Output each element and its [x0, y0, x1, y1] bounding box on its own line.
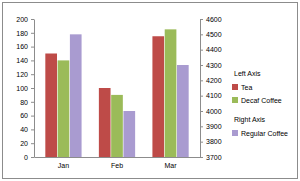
- tick: Feb: [111, 157, 123, 169]
- chart-frame: [3, 3, 298, 179]
- tick-mark: [31, 88, 34, 89]
- bars: [45, 29, 188, 157]
- chart: 0 20 40 60 80 100 120 140 160 180 200 3700 3800 3900 4…: [0, 0, 300, 181]
- tick: 4500: [200, 31, 222, 38]
- tick: 4200: [200, 77, 222, 84]
- legend-label: Decaf Coffee: [241, 97, 282, 104]
- tick-mark: [31, 33, 34, 34]
- tick-label: 4100: [206, 92, 222, 99]
- tick-label: 4200: [206, 77, 222, 84]
- tick: 4300: [200, 62, 222, 69]
- tick-label: 60: [20, 112, 28, 119]
- tick-mark: [200, 142, 203, 143]
- tick-mark: [200, 96, 203, 97]
- legend-swatch: [232, 97, 238, 103]
- bar: [45, 54, 57, 158]
- tick-label: 3800: [206, 138, 222, 145]
- legend-label: Tea: [241, 84, 252, 91]
- legend-heading: Right Axis: [234, 116, 266, 124]
- tick-label: 200: [16, 16, 28, 23]
- tick: Mar: [165, 157, 178, 169]
- bar: [152, 36, 164, 157]
- tick: 4400: [200, 46, 222, 53]
- bar: [111, 95, 123, 157]
- tick: 160: [16, 43, 34, 50]
- bar: [70, 34, 82, 157]
- bar: [123, 111, 135, 157]
- tick-mark: [200, 111, 203, 112]
- tick-label: 4600: [206, 16, 222, 23]
- legend-label: Regular Coffee: [241, 130, 288, 138]
- tick: 80: [20, 99, 34, 106]
- tick: 200: [16, 16, 34, 23]
- tick-label: 120: [16, 71, 28, 78]
- bar: [58, 60, 70, 157]
- tick-mark: [200, 19, 203, 20]
- legend: Left Axis Tea Decaf Coffee Right Axis Regula…: [232, 70, 288, 138]
- tick-label: 140: [16, 57, 28, 64]
- tick: Jan: [58, 157, 69, 169]
- tick-label: 4300: [206, 62, 222, 69]
- tick: 4100: [200, 92, 222, 99]
- tick: 0: [24, 154, 34, 161]
- tick-mark: [31, 47, 34, 48]
- tick-mark: [200, 65, 203, 66]
- tick-label: 80: [20, 99, 28, 106]
- bar: [177, 65, 189, 157]
- tick-mark: [31, 143, 34, 144]
- tick-label: 4400: [206, 46, 222, 53]
- tick-label: Feb: [111, 162, 123, 169]
- tick-mark: [200, 34, 203, 35]
- tick: 4000: [200, 108, 222, 115]
- bar: [165, 29, 177, 157]
- x-axis: Jan Feb Mar: [35, 157, 201, 169]
- tick-label: 180: [16, 30, 28, 37]
- bar: [99, 88, 111, 157]
- tick: 120: [16, 71, 34, 78]
- tick-mark: [31, 74, 34, 75]
- tick-label: 160: [16, 43, 28, 50]
- tick-mark: [31, 19, 34, 20]
- tick: 180: [16, 30, 34, 37]
- tick-label: 0: [24, 154, 28, 161]
- legend-swatch: [232, 84, 238, 90]
- tick-mark: [200, 80, 203, 81]
- tick: 40: [20, 126, 34, 133]
- tick-label: 3900: [206, 123, 222, 130]
- tick: 3700: [200, 154, 222, 161]
- tick-label: 100: [16, 85, 28, 92]
- y2-axis: 3700 3800 3900 4000 4100 4200 4300 4400 4500 4600: [200, 16, 222, 161]
- tick: 140: [16, 57, 34, 64]
- axis-line: [200, 20, 201, 158]
- tick: 4600: [200, 16, 222, 23]
- tick-label: Jan: [58, 162, 69, 169]
- tick-mark: [200, 126, 203, 127]
- tick: 20: [20, 140, 34, 147]
- tick-mark: [31, 102, 34, 103]
- tick-mark: [31, 157, 34, 158]
- axis-line: [34, 20, 35, 158]
- tick-mark: [200, 50, 203, 51]
- axis-line: [35, 157, 201, 158]
- tick: 60: [20, 112, 34, 119]
- y-axis: 0 20 40 60 80 100 120 140 160 180 200: [16, 16, 34, 161]
- tick: 3800: [200, 138, 222, 145]
- legend-swatch: [232, 130, 238, 136]
- tick: 3900: [200, 123, 222, 130]
- tick-label: 4000: [206, 108, 222, 115]
- tick-mark: [31, 116, 34, 117]
- tick-label: 3700: [206, 154, 222, 161]
- tick-label: 20: [20, 140, 28, 147]
- tick-mark: [31, 60, 34, 61]
- tick: 100: [16, 85, 34, 92]
- tick-label: Mar: [165, 162, 178, 169]
- tick-label: 4500: [206, 31, 222, 38]
- legend-heading: Left Axis: [234, 70, 261, 77]
- tick-label: 40: [20, 126, 28, 133]
- tick-mark: [31, 129, 34, 130]
